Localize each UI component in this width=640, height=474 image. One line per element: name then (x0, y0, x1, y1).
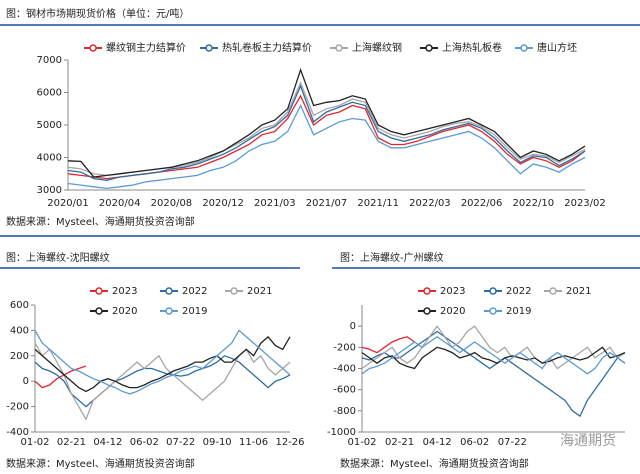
y-tick-label: 6000 (37, 88, 62, 99)
x-tick-label: 2020/12 (202, 198, 244, 209)
legend-marker (489, 287, 497, 295)
series-line (67, 103, 586, 190)
series-line (361, 336, 415, 354)
series-line (361, 325, 626, 370)
x-tick-label: 07-22 (498, 437, 527, 448)
y-tick-label: 600 (10, 300, 29, 311)
x-tick-label: 02-21 (385, 437, 414, 448)
legend-marker (230, 287, 238, 295)
series-line (34, 365, 87, 389)
legend-marker (520, 44, 528, 52)
series-line (34, 342, 291, 421)
source-note: 数据来源：Mysteel、海通期货投资咨询部 (6, 457, 195, 470)
series-line (67, 67, 586, 178)
legend-marker (89, 44, 97, 52)
legend-label: 上海螺纹钢 (352, 41, 402, 54)
legend-label: 上海热轧板卷 (442, 41, 502, 54)
x-tick-label: 02-21 (57, 437, 86, 448)
legend-marker (165, 307, 173, 315)
legend-label: 2021 (247, 286, 272, 297)
legend-marker (423, 307, 431, 315)
chart-title: 图：上海螺纹-广州螺纹 (340, 251, 444, 264)
legend-marker (95, 287, 103, 295)
x-tick-label: 07-22 (166, 437, 195, 448)
legend-marker (425, 44, 433, 52)
x-tick-label: 2022/03 (409, 198, 451, 209)
legend-label: 热轧卷板主力结算价 (222, 41, 312, 54)
legend-label: 2023 (112, 286, 137, 297)
y-tick-label: 4000 (37, 153, 62, 164)
x-tick-label: 2020/08 (151, 198, 193, 209)
x-tick-label: 11-06 (239, 437, 268, 448)
legend-label: 唐山方坯 (537, 41, 577, 54)
x-tick-label: 01-02 (20, 437, 49, 448)
y-tick-label: 7000 (37, 55, 62, 66)
legend-marker (489, 307, 497, 315)
legend-label: 2022 (182, 286, 207, 297)
series-line (361, 336, 626, 375)
legend-label: 螺纹钢主力结算价 (106, 41, 186, 54)
series-line (361, 346, 626, 370)
watermark: 海通期货 (560, 432, 616, 449)
y-tick-label: 0 (350, 321, 356, 332)
x-tick-label: 04-12 (93, 437, 122, 448)
legend-marker (335, 44, 343, 52)
x-tick-label: 2021/07 (306, 198, 348, 209)
x-tick-label: 2023/02 (564, 198, 606, 209)
x-tick-label: 04-12 (423, 437, 452, 448)
series-line (34, 329, 291, 395)
y-tick-label: -400 (333, 364, 356, 375)
y-tick-label: 200 (10, 351, 29, 362)
y-tick-label: -1000 (327, 427, 356, 438)
x-tick-label: 2021/03 (254, 198, 296, 209)
legend-label: 2019 (506, 306, 531, 317)
legend-label: 2020 (112, 306, 137, 317)
source-note: 数据来源：Mysteel、海通期货投资咨询部 (6, 215, 195, 228)
y-tick-label: 5000 (37, 120, 62, 131)
legend-marker (95, 307, 103, 315)
y-tick-label: 0 (23, 376, 29, 387)
x-tick-label: 2021/11 (357, 198, 399, 209)
chart-title: 图：钢材市场期现货价格（单位：元/吨） (6, 7, 189, 20)
x-tick-label: 09-10 (203, 437, 232, 448)
x-tick-label: 2020/04 (99, 198, 141, 209)
series-line (34, 355, 291, 408)
chart-title: 图：上海螺纹-沈阳螺纹 (6, 251, 110, 264)
legend-marker (549, 287, 557, 295)
x-tick-label: 12-26 (275, 437, 304, 448)
x-tick-label: 06-02 (460, 437, 489, 448)
y-tick-label: -200 (333, 342, 356, 353)
x-tick-label: 2022/06 (461, 198, 503, 209)
y-tick-label: -200 (6, 402, 29, 413)
y-tick-label: 3000 (37, 185, 62, 196)
series-line (67, 84, 586, 181)
legend-marker (423, 287, 431, 295)
source-note: 数据来源：Mysteel、海通期货投资咨询部 (340, 457, 529, 470)
legend-label: 2022 (506, 286, 531, 297)
y-tick-label: -600 (333, 385, 356, 396)
x-tick-label: 06-02 (130, 437, 159, 448)
legend-label: 2020 (440, 306, 465, 317)
legend-label: 2019 (182, 306, 207, 317)
legend-marker (165, 287, 173, 295)
series-line (34, 335, 291, 393)
x-tick-label: 2020/01 (47, 198, 89, 209)
series-line (361, 330, 626, 418)
y-tick-label: -800 (333, 406, 356, 417)
y-tick-label: -400 (6, 427, 29, 438)
legend-label: 2023 (440, 286, 465, 297)
y-tick-label: 400 (10, 325, 29, 336)
x-tick-label: 2022/10 (513, 198, 555, 209)
legend-marker (205, 44, 213, 52)
legend-label: 2021 (566, 286, 591, 297)
x-tick-label: 01-02 (347, 437, 376, 448)
